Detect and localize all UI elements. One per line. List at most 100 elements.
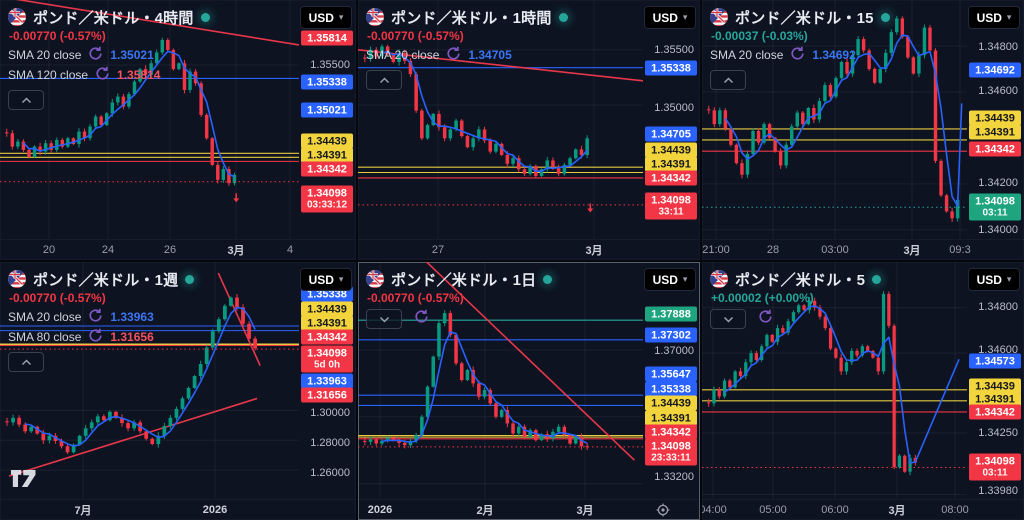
last-price-badge: 1.34098 23:33:11 <box>645 438 697 466</box>
sync-icon <box>759 309 772 323</box>
candlestick-chart-gbpusd-1h[interactable] <box>358 0 643 239</box>
chevron-down-icon: ▾ <box>682 12 688 22</box>
indicator-legend-item[interactable]: SMA 120 close 1.35814 <box>8 65 210 85</box>
currency-dropdown[interactable]: USD ▾ <box>968 268 1020 291</box>
price-axis-label: 1.34000 <box>978 224 1018 236</box>
instrument-flag-icon <box>366 8 384 26</box>
tradingview-logo[interactable] <box>10 469 44 493</box>
candlestick-chart-gbpusd-5[interactable] <box>702 262 967 499</box>
currency-dropdown[interactable]: USD ▾ <box>644 268 696 291</box>
symbol-title[interactable]: ポンド／米ドル・4時間 <box>33 9 194 27</box>
price-axis-label: 1.34200 <box>978 177 1018 189</box>
alert-down-arrow-icon <box>587 203 594 213</box>
currency-dropdown[interactable]: USD ▾ <box>644 6 696 29</box>
chevron-down-icon: ▾ <box>338 274 344 284</box>
symbol-title[interactable]: ポンド／米ドル・1時間 <box>391 9 552 27</box>
sync-icon-wrap <box>446 46 461 64</box>
instrument-flag-icon <box>710 8 728 26</box>
chart-panel-gbpusd-4h[interactable]: ポンド／米ドル・4時間 -0.00770 (-0.57%) SMA 20 close… <box>0 0 356 260</box>
sync-icon <box>96 66 109 80</box>
time-axis-label: 3月 <box>576 505 594 517</box>
currency-dropdown[interactable]: USD ▾ <box>968 6 1020 29</box>
chevron-up-icon <box>21 358 31 365</box>
chart-panel-gbpusd-1d[interactable]: ポンド／米ドル・1日 -0.00770 (-0.57%) USD ▾ 1.37888 1… <box>358 262 700 520</box>
time-axis-label: 3月 <box>585 245 603 257</box>
symbol-row: ポンド／米ドル・1時間 <box>366 6 568 28</box>
price-scale[interactable]: 1.34800 1.34692 1.34600 1.34439 1.34391 1.343… <box>967 0 1024 239</box>
price-scale[interactable]: 1.35814 1.35500 1.35338 1.35021 1.34439 1.343… <box>299 0 356 239</box>
price-scale[interactable]: 1.35500 1.35338 1.35000 1.34705 1.34439 1.343… <box>643 0 700 239</box>
symbol-title[interactable]: ポンド／米ドル・15 <box>735 9 874 27</box>
time-axis[interactable]: 27 3月 <box>358 239 700 260</box>
time-axis[interactable]: 2026 2月 3月 <box>358 499 700 520</box>
chart-panel-gbpusd-1w[interactable]: ポンド／米ドル・1週 -0.00770 (-0.57%) SMA 20 close … <box>0 262 356 520</box>
sync-icon-wrap <box>790 46 805 64</box>
sync-icon <box>447 46 460 60</box>
currency-dropdown[interactable]: USD ▾ <box>300 6 352 29</box>
legend-collapse-button[interactable] <box>8 90 44 110</box>
time-axis[interactable]: 7月 2026 <box>0 499 356 520</box>
price-scale[interactable]: 1.37888 1.37302 1.37000 1.35647 1.35338 1.344… <box>643 262 700 499</box>
indicator-legend-item[interactable]: SMA 20 close 1.34705 <box>366 45 568 65</box>
indicator-legend-item[interactable]: SMA 20 close 1.33963 <box>8 307 194 327</box>
time-axis-label: 3月 <box>227 245 245 257</box>
instrument-flag-icon <box>8 270 26 288</box>
market-status-dot <box>872 274 882 284</box>
price-level-badge: 1.37888 <box>645 306 697 322</box>
countdown-timer: 03:33:12 <box>306 199 348 210</box>
currency-dropdown[interactable]: USD ▾ <box>300 268 352 291</box>
candlestick-chart-gbpusd-15[interactable] <box>702 0 967 239</box>
indicator-value: 1.33963 <box>110 310 154 324</box>
market-status-dot <box>558 12 568 22</box>
price-level-badge: 1.34391 <box>645 410 697 426</box>
symbol-title[interactable]: ポンド／米ドル・1週 <box>33 271 179 289</box>
symbol-row: ポンド／米ドル・15 <box>710 6 890 28</box>
price-level-badge: 1.35647 <box>645 366 697 382</box>
countdown-timer: 33:11 <box>658 206 684 217</box>
symbol-title[interactable]: ポンド／米ドル・1日 <box>391 271 537 289</box>
chart-panel-gbpusd-15[interactable]: ポンド／米ドル・15 -0.00037 (-0.03%) SMA 20 close … <box>702 0 1024 260</box>
price-level-badge: 1.33963 <box>301 373 353 389</box>
candlestick-chart-gbpusd-4h[interactable] <box>0 0 299 239</box>
instrument-flag-icon <box>366 270 384 288</box>
chart-panel-gbpusd-5[interactable]: ポンド／米ドル・5 +0.00002 (+0.00%) USD ▾ 1.34800 1.… <box>702 262 1024 520</box>
sync-icon-wrap <box>88 46 103 64</box>
candlestick-chart-gbpusd-1w[interactable] <box>0 262 299 499</box>
chart-panel-gbpusd-1h[interactable]: ポンド／米ドル・1時間 -0.00770 (-0.57%) SMA 20 close… <box>358 0 700 260</box>
price-change: +0.00002 (+0.00%) <box>711 291 814 305</box>
legend-expand-button[interactable] <box>366 309 402 329</box>
instrument-flag-icon <box>710 270 728 288</box>
candlestick-chart-gbpusd-1d[interactable] <box>358 262 643 499</box>
legend-collapse-button[interactable] <box>710 70 746 90</box>
legend-collapse-button[interactable] <box>366 70 402 90</box>
chevron-down-icon: ▾ <box>1006 274 1012 284</box>
price-scale[interactable]: 1.34800 1.34600 1.34573 1.34439 1.34391 1.343… <box>967 262 1024 499</box>
price-level-badge: 1.35338 <box>645 381 697 397</box>
time-axis-label: 09:3 <box>949 244 971 256</box>
symbol-title[interactable]: ポンド／米ドル・5 <box>735 271 866 289</box>
time-axis[interactable]: 20 24 26 3月 4 <box>0 239 356 260</box>
countdown-timer: 03:11 <box>982 207 1008 218</box>
legend-collapse-button[interactable] <box>8 352 44 372</box>
indicator-label: SMA 20 close <box>366 48 440 62</box>
indicator-legend-item[interactable]: SMA 80 close 1.31656 <box>8 327 194 347</box>
time-axis[interactable]: 21:00 28 03:00 3月 09:3 <box>702 239 1024 260</box>
price-axis-label: 1.35000 <box>654 102 694 114</box>
indicator-legend-item[interactable]: SMA 20 close 1.34692 <box>710 45 890 65</box>
price-level-badge: 1.31656 <box>301 387 353 403</box>
time-axis[interactable]: 04:00 05:00 06:00 3月 08:00 <box>702 499 1024 520</box>
time-axis-label: 27 <box>431 244 445 256</box>
price-level-badge: 1.37302 <box>645 327 697 343</box>
alert-down-arrow-icon <box>233 193 240 203</box>
indicator-legend-item[interactable]: SMA 20 close 1.35021 <box>8 45 210 65</box>
price-axis-label: 1.35500 <box>654 44 694 56</box>
price-scale[interactable]: 1.35338 1.34439 1.34391 1.34342 1.34098 5d 0h… <box>299 262 356 499</box>
sync-icon-wrap <box>758 309 773 329</box>
time-axis-label: 2026 <box>367 504 393 516</box>
legend-expand-button[interactable] <box>710 309 746 329</box>
time-axis-settings-icon[interactable] <box>656 503 670 520</box>
time-axis-label: 06:00 <box>821 504 849 516</box>
time-axis-label: 4 <box>286 244 294 256</box>
time-axis-label: 7月 <box>74 505 92 517</box>
sync-icon <box>89 308 102 322</box>
